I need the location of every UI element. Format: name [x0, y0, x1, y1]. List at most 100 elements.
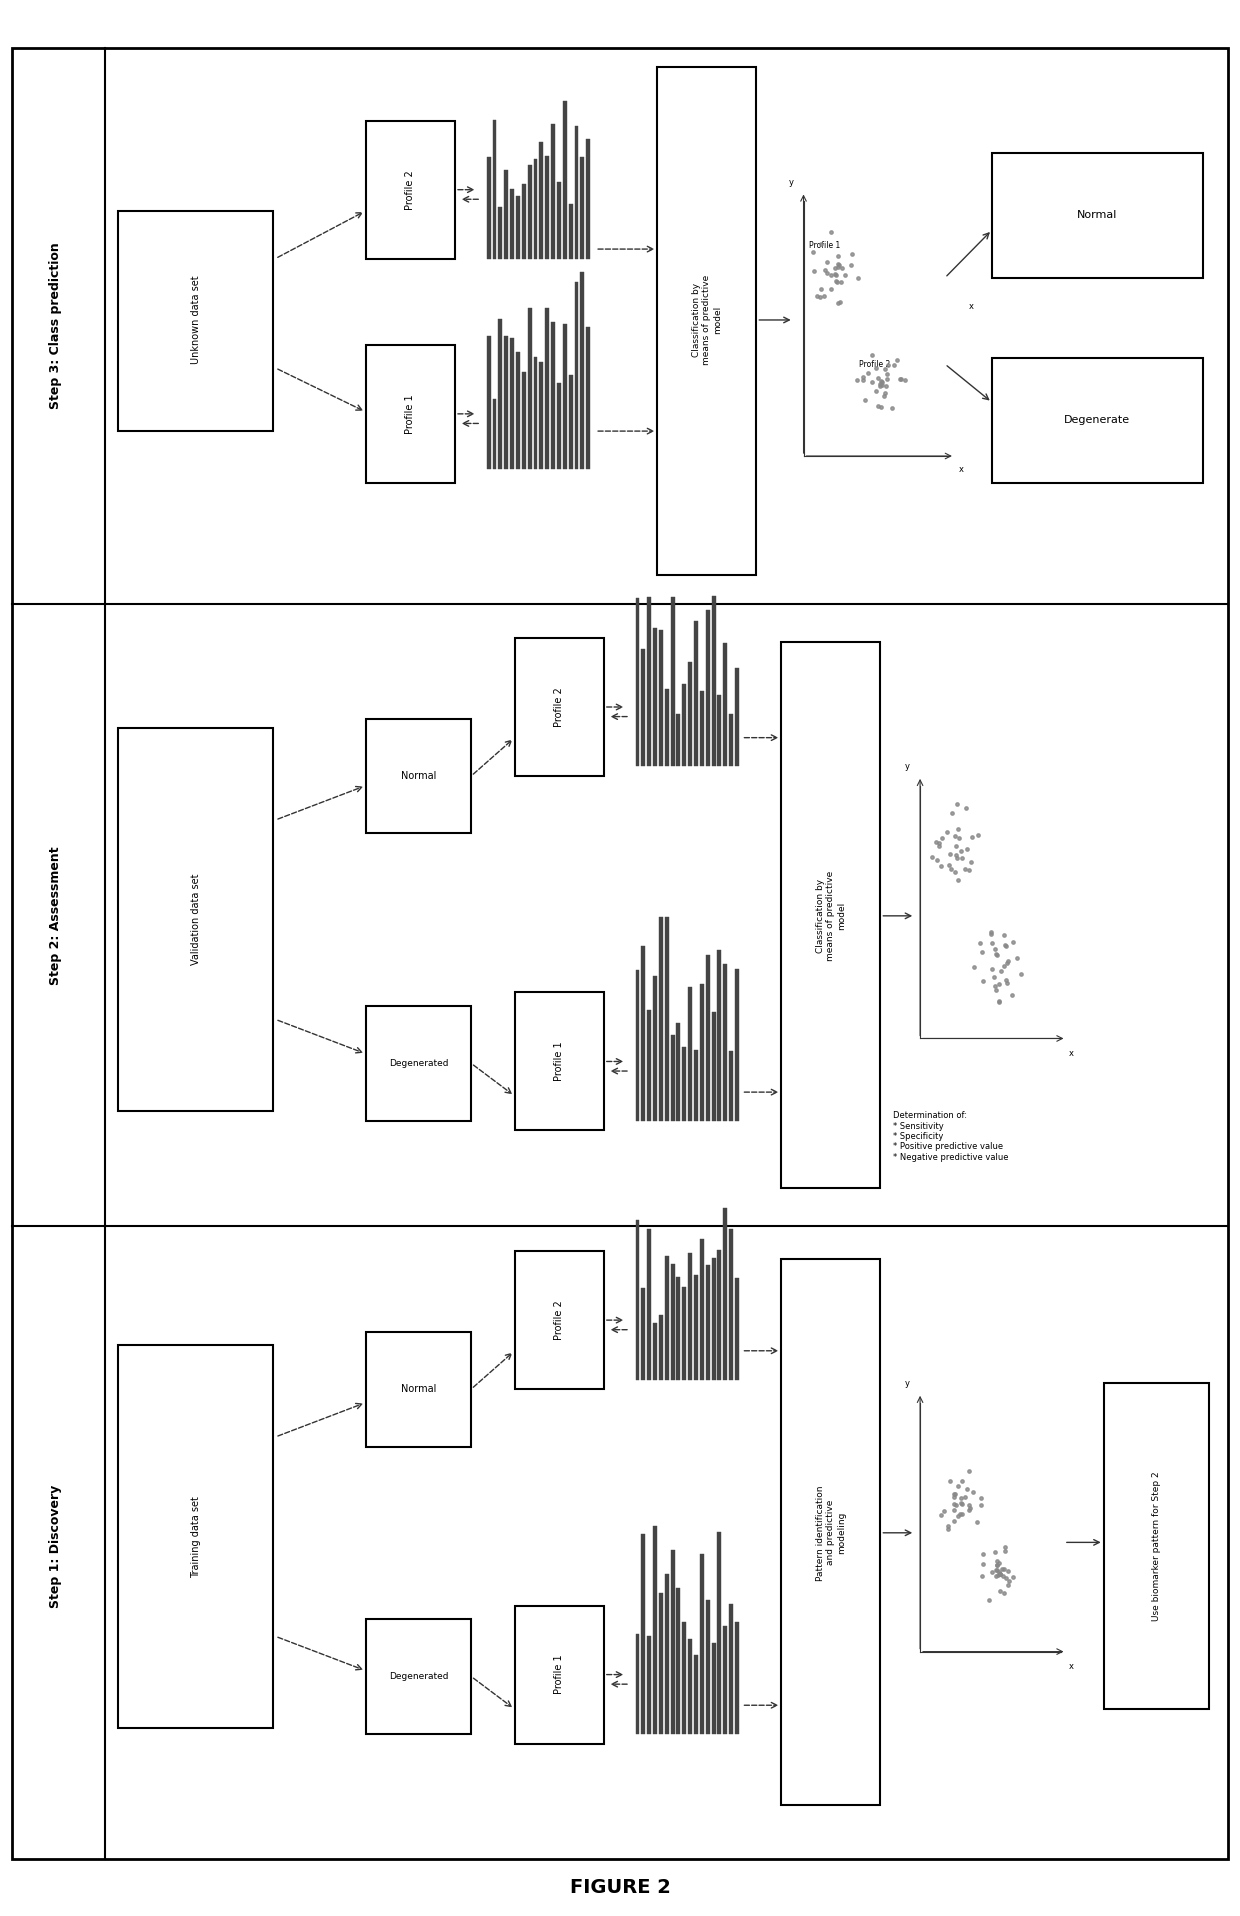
Bar [533, 159, 537, 259]
FancyBboxPatch shape [781, 1259, 880, 1805]
FancyBboxPatch shape [657, 67, 756, 575]
Point [961, 1493, 981, 1523]
Bar [569, 376, 573, 469]
Bar [665, 916, 668, 1121]
Point [962, 822, 982, 853]
Bar [665, 1573, 668, 1734]
Point [982, 1556, 1002, 1586]
Bar [522, 372, 526, 469]
Point [945, 1506, 965, 1537]
Bar [641, 1533, 645, 1734]
Point [998, 945, 1018, 975]
Bar [723, 964, 727, 1121]
Point [993, 1562, 1013, 1592]
Bar [653, 975, 657, 1121]
Point [1007, 943, 1027, 973]
Point [947, 1500, 967, 1531]
Bar [729, 713, 733, 766]
Point [971, 1491, 991, 1521]
Point [941, 855, 961, 885]
Bar [712, 596, 715, 766]
Point [929, 828, 949, 858]
Point [1002, 979, 1022, 1010]
Bar [653, 1527, 657, 1734]
Point [990, 1558, 1009, 1588]
Text: Profile 2: Profile 2 [858, 360, 890, 368]
Point [868, 362, 888, 393]
Bar [505, 171, 508, 259]
Point [970, 927, 990, 958]
Bar [671, 1550, 675, 1734]
Point [825, 253, 844, 284]
Point [986, 939, 1006, 969]
Bar [546, 307, 549, 469]
Bar [492, 399, 496, 469]
Text: Profile 1: Profile 1 [405, 395, 415, 433]
Point [960, 1489, 980, 1519]
Point [968, 820, 988, 851]
FancyBboxPatch shape [366, 718, 471, 833]
Point [973, 1548, 993, 1579]
Point [987, 939, 1007, 969]
Point [971, 1483, 991, 1514]
Bar [653, 1322, 657, 1380]
Point [878, 364, 898, 395]
Bar [658, 1314, 663, 1380]
Bar [510, 339, 515, 469]
Point [986, 1556, 1006, 1586]
Point [890, 364, 910, 395]
Bar [539, 142, 543, 259]
FancyBboxPatch shape [366, 345, 455, 483]
Point [990, 1558, 1009, 1588]
Bar [677, 1278, 681, 1380]
Text: Profile 2: Profile 2 [554, 1301, 564, 1339]
Bar [735, 969, 739, 1121]
Point [988, 1558, 1008, 1588]
Point [929, 830, 949, 860]
Point [952, 1489, 972, 1519]
Point [963, 1477, 983, 1508]
Bar [580, 157, 584, 259]
Point [811, 228, 831, 259]
Text: x: x [1069, 1050, 1074, 1058]
FancyBboxPatch shape [12, 48, 1228, 1859]
Point [997, 948, 1017, 979]
FancyBboxPatch shape [118, 1345, 273, 1728]
Point [982, 927, 1002, 958]
Bar [636, 598, 640, 766]
Bar [718, 1533, 722, 1734]
Point [990, 985, 1009, 1015]
Text: Step 3: Class prediction: Step 3: Class prediction [50, 241, 62, 410]
Point [835, 261, 854, 291]
Bar [516, 353, 520, 469]
Point [990, 1558, 1009, 1588]
Bar [647, 598, 651, 766]
Point [945, 820, 965, 851]
Text: Normal: Normal [1078, 209, 1117, 220]
Bar [665, 1257, 668, 1380]
Point [945, 856, 965, 887]
Point [947, 843, 967, 874]
Point [872, 391, 892, 422]
Point [994, 1577, 1014, 1608]
Bar [563, 102, 567, 259]
Bar [706, 954, 709, 1121]
Bar [694, 1274, 698, 1380]
Point [997, 968, 1017, 998]
Text: x: x [959, 466, 963, 473]
Point [985, 962, 1004, 992]
Bar [735, 669, 739, 766]
Point [959, 855, 978, 885]
Point [875, 377, 895, 408]
Bar [665, 688, 668, 766]
Point [963, 950, 983, 981]
Point [923, 841, 942, 872]
Point [986, 971, 1006, 1002]
Text: Profile 2: Profile 2 [405, 171, 415, 209]
Point [828, 240, 848, 270]
Point [848, 262, 868, 293]
Point [990, 969, 1009, 1000]
Point [813, 282, 833, 312]
Point [987, 1546, 1007, 1577]
Point [828, 251, 848, 282]
